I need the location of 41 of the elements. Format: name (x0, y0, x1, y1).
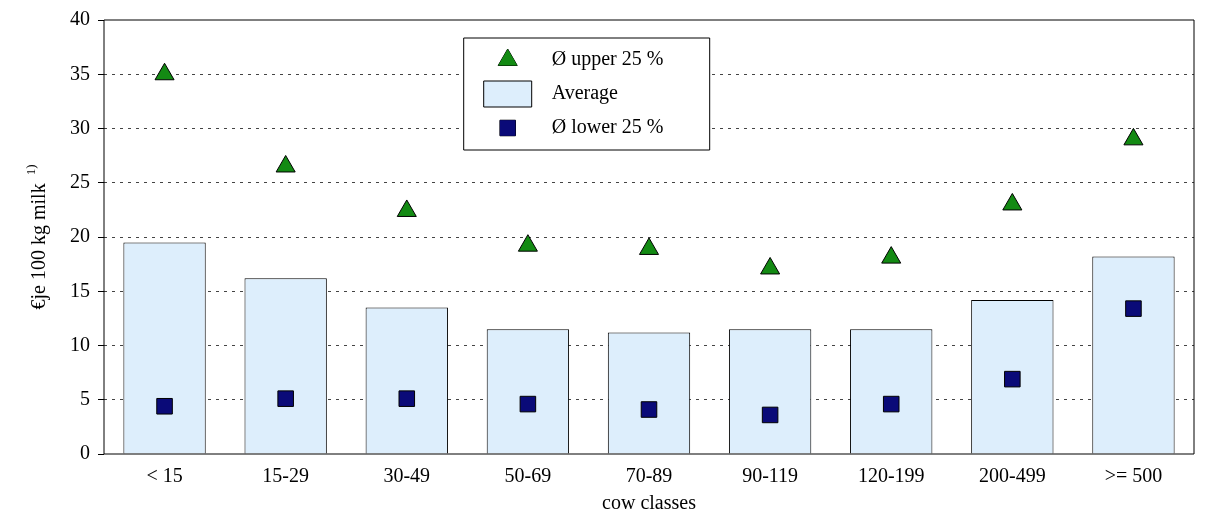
legend-label: Ø upper 25 % (551, 47, 664, 71)
point (277, 390, 294, 407)
point (760, 256, 781, 275)
legend-label: Average (551, 81, 619, 105)
point (154, 62, 175, 81)
x-tick-label: 90-119 (742, 464, 799, 487)
point (398, 390, 416, 407)
point (1123, 127, 1144, 146)
y-tick-label: 40 (70, 7, 90, 30)
point (156, 397, 173, 415)
legend-label: Ø lower 25 % (551, 115, 664, 138)
point (275, 154, 296, 173)
point (396, 199, 417, 217)
point (638, 237, 660, 255)
y-tick-label: 10 (70, 332, 90, 355)
point (1004, 370, 1021, 388)
x-tick-label: < 15 (146, 464, 183, 487)
x-tick-label: 15-29 (262, 464, 309, 487)
y-tick-label: 20 (70, 224, 90, 247)
point (1125, 300, 1142, 317)
x-tick-label: 120-199 (857, 464, 925, 487)
y-tick-label: 15 (70, 278, 90, 301)
x-tick-label: 200-499 (979, 464, 1046, 487)
x-tick-label: >= 500 (1104, 464, 1163, 487)
y-tick-label: 25 (70, 170, 90, 192)
point (1002, 192, 1023, 211)
point (517, 234, 538, 252)
y-tick-label: 5 (80, 387, 90, 409)
y-tick-label: 0 (80, 441, 90, 464)
y-tick-label: 30 (70, 115, 90, 138)
x-axis-title: cow classes (602, 491, 697, 514)
point (881, 246, 902, 264)
x-tick-label: 70-89 (625, 464, 673, 487)
y-axis-title: €je 100 kg milk 1) (23, 164, 51, 310)
x-tick-label: 50-69 (504, 464, 552, 487)
x-tick-label: 30-49 (383, 464, 431, 487)
point (519, 395, 537, 413)
point (640, 401, 658, 418)
y-tick-label: 35 (70, 61, 90, 84)
point (882, 395, 900, 413)
point (761, 406, 779, 424)
